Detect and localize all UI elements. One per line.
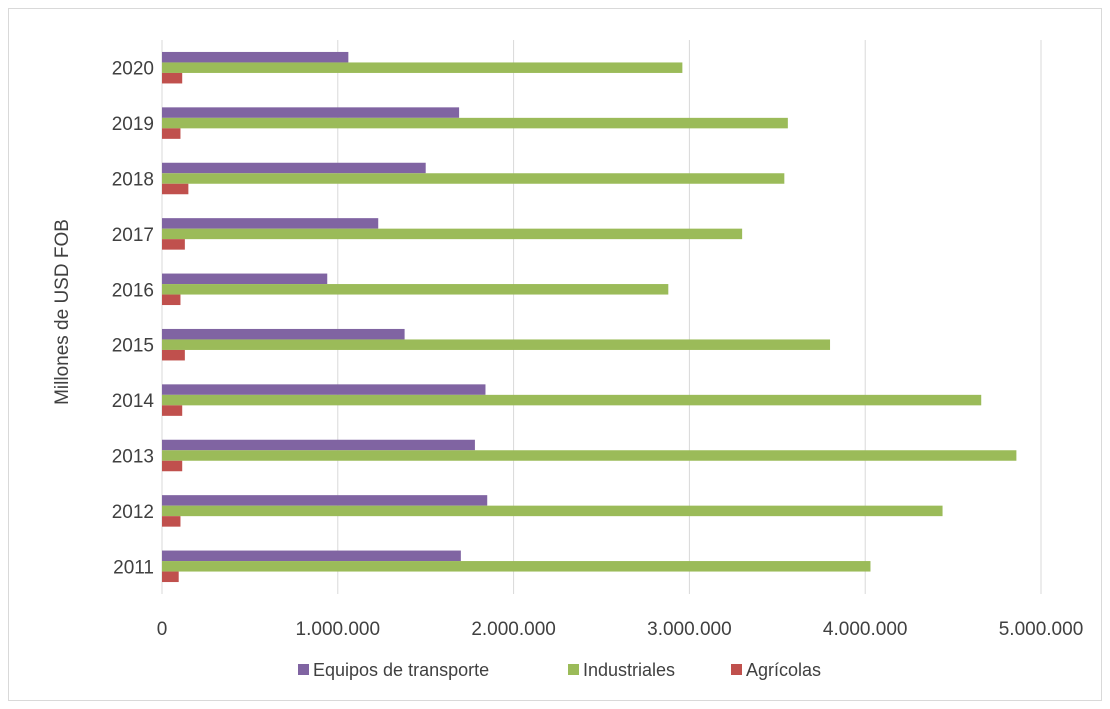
bar-2011-industriales bbox=[162, 561, 871, 572]
x-tick-label: 1.000.000 bbox=[296, 619, 381, 640]
y-axis-title: Millones de USD FOB bbox=[52, 219, 73, 405]
y-tick-labels: 2011 2012 2013 2014 2015 2016 2017 2018 2019 2020 bbox=[112, 59, 155, 579]
bar-2014-agr-colas bbox=[162, 405, 183, 416]
bar-2014-industriales bbox=[162, 394, 982, 406]
bar-2012-industriales bbox=[162, 505, 943, 517]
bar-2020-industriales bbox=[162, 62, 683, 73]
bar-2012-agr-colas bbox=[162, 516, 181, 527]
x-tick-labels: 0 1.000.000 2.000.000 3.000.000 4.000.000 5.0… bbox=[157, 619, 1084, 640]
bar-2015-equipos-de-transporte bbox=[162, 328, 405, 340]
bar-2013-industriales bbox=[162, 450, 1017, 461]
bar-2019-equipos-de-transporte bbox=[162, 107, 460, 118]
legend-label: Agrícolas bbox=[746, 660, 821, 680]
y-tick-label: 2015 bbox=[112, 336, 154, 357]
bar-2011-agr-colas bbox=[162, 571, 179, 583]
legend-label: Industriales bbox=[583, 660, 675, 680]
bar-2013-agr-colas bbox=[162, 460, 183, 472]
x-tick-label: 5.000.000 bbox=[999, 619, 1084, 640]
y-tick-label: 2013 bbox=[112, 447, 154, 468]
bar-2017-industriales bbox=[162, 228, 743, 240]
y-tick-label: 2012 bbox=[112, 502, 154, 523]
y-tick-label: 2020 bbox=[112, 59, 154, 80]
y-tick-label: 2014 bbox=[112, 391, 155, 412]
legend: Equipos de transporte Industriales Agrícol… bbox=[298, 660, 821, 680]
bar-2018-equipos-de-transporte bbox=[162, 162, 426, 174]
bar-2017-equipos-de-transporte bbox=[162, 218, 379, 229]
y-tick-label: 2017 bbox=[112, 225, 154, 246]
bar-2020-agr-colas bbox=[162, 72, 183, 84]
bar-2018-agr-colas bbox=[162, 183, 189, 195]
y-tick-label: 2018 bbox=[112, 170, 154, 191]
y-tick-label: 2011 bbox=[113, 557, 154, 578]
bar-2018-industriales bbox=[162, 173, 785, 184]
bar-2015-agr-colas bbox=[162, 349, 185, 361]
x-tick-label: 3.000.000 bbox=[647, 619, 732, 640]
bar-2020-equipos-de-transporte bbox=[162, 51, 349, 63]
bar-2011-equipos-de-transporte bbox=[162, 550, 461, 562]
bar-2013-equipos-de-transporte bbox=[162, 439, 475, 451]
y-tick-label: 2016 bbox=[112, 280, 154, 301]
bar-2014-equipos-de-transporte bbox=[162, 384, 486, 395]
bar-2019-agr-colas bbox=[162, 128, 181, 139]
bar-2019-industriales bbox=[162, 117, 788, 129]
x-tick-label: 4.000.000 bbox=[823, 619, 908, 640]
bars-group bbox=[162, 51, 1017, 583]
bar-2016-equipos-de-transporte bbox=[162, 273, 328, 285]
bar-2012-equipos-de-transporte bbox=[162, 495, 488, 506]
x-tick-label: 2.000.000 bbox=[471, 619, 556, 640]
legend-swatch bbox=[298, 664, 309, 675]
bar-2016-agr-colas bbox=[162, 294, 181, 306]
legend-swatch bbox=[731, 664, 742, 675]
bar-2015-industriales bbox=[162, 339, 831, 350]
bar-2017-agr-colas bbox=[162, 239, 185, 250]
legend-swatch bbox=[568, 664, 579, 675]
x-tick-label: 0 bbox=[157, 619, 168, 640]
legend-label: Equipos de transporte bbox=[313, 660, 489, 680]
bar-2016-industriales bbox=[162, 284, 669, 295]
y-tick-label: 2019 bbox=[112, 114, 154, 135]
